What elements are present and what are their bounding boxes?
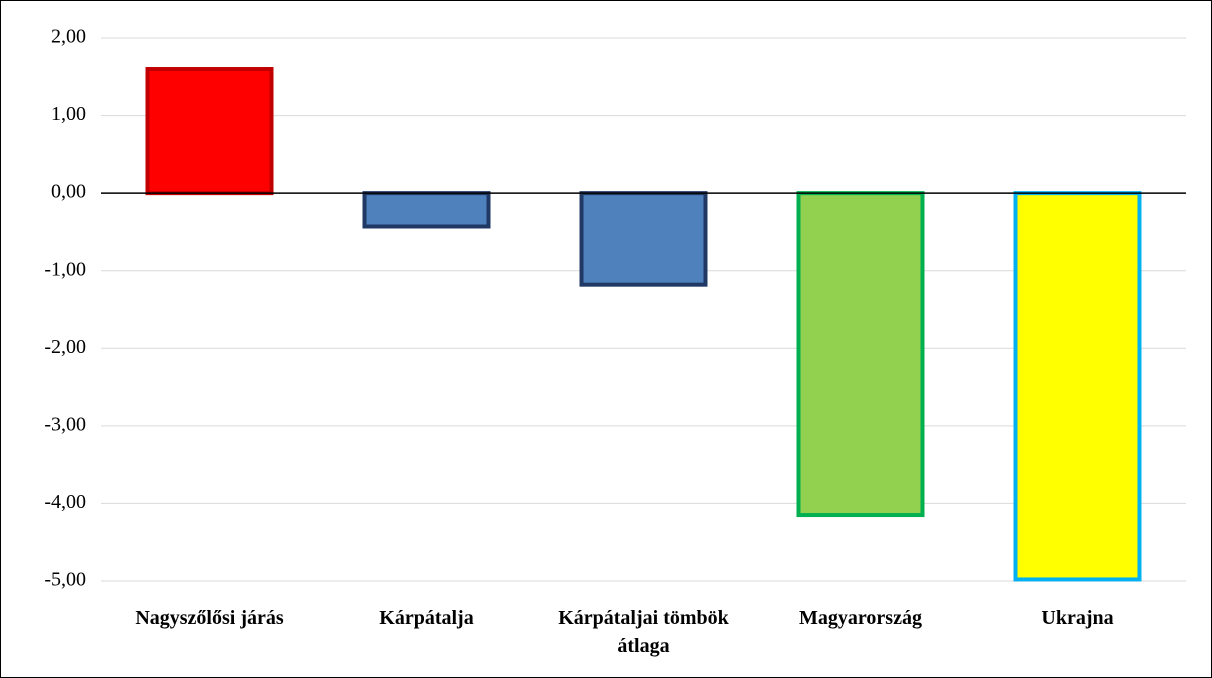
y-tick-label: -5,00 bbox=[44, 569, 86, 591]
bar bbox=[1013, 191, 1142, 582]
y-tick-label: 2,00 bbox=[51, 26, 86, 48]
y-tick-label: 0,00 bbox=[51, 181, 86, 203]
y-tick-label: -2,00 bbox=[44, 336, 86, 358]
bar bbox=[362, 191, 491, 229]
y-tick-label: -4,00 bbox=[44, 491, 86, 513]
bar bbox=[579, 191, 708, 287]
x-tick-label: Kárpátalja bbox=[379, 607, 474, 629]
bar bbox=[145, 67, 274, 196]
x-tick-label: Nagyszőlősi járás bbox=[135, 607, 284, 629]
x-tick-label: Ukrajna bbox=[1041, 607, 1114, 629]
y-tick-label: -1,00 bbox=[44, 258, 86, 280]
y-tick-label: 1,00 bbox=[51, 103, 86, 125]
x-tick-label: Magyarország bbox=[799, 607, 922, 629]
y-tick-label: -3,00 bbox=[44, 413, 86, 435]
bar bbox=[796, 191, 925, 518]
x-tick-label: Kárpátaljai tömbök átlaga bbox=[558, 607, 729, 657]
